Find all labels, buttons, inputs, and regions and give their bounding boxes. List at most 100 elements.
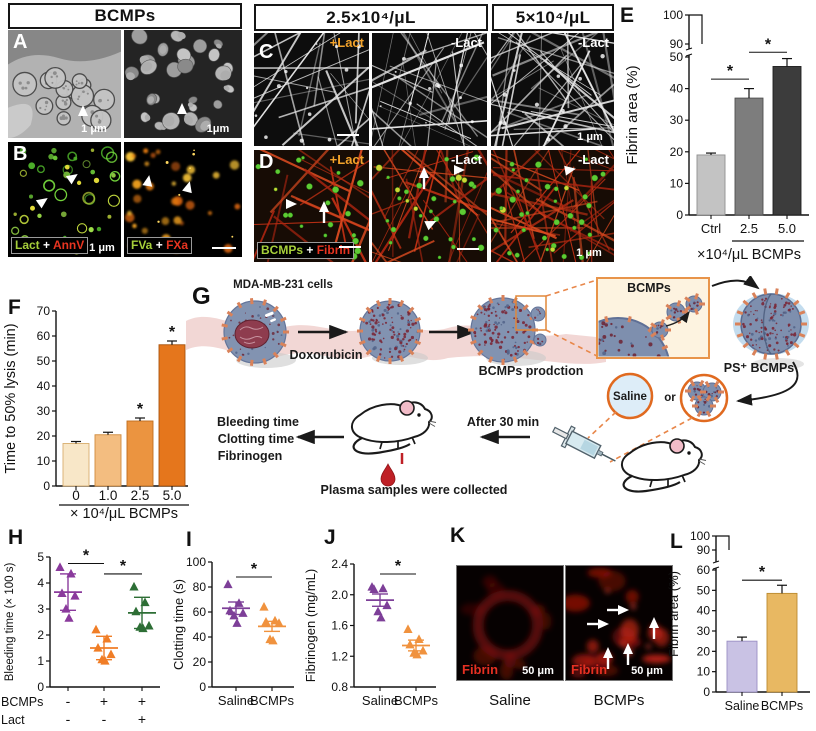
zoom-rect (515, 295, 547, 331)
annotation-arrowhead-icon (142, 175, 153, 187)
scalebar-a1: 1 μm (81, 123, 107, 135)
svg-text:0: 0 (43, 479, 50, 493)
panel-l-label: L (670, 530, 683, 553)
scalebar-b2 (212, 246, 236, 249)
svg-text:40: 40 (193, 630, 207, 644)
scalebar-c3: 1 μm (577, 131, 603, 143)
svg-text:30: 30 (670, 113, 684, 127)
lact-tag-d2: -Lact (450, 152, 482, 167)
svg-text:2.4: 2.4 (331, 557, 348, 571)
svg-text:2.5: 2.5 (740, 221, 758, 236)
svg-text:+: + (138, 693, 146, 709)
svg-text:1.2: 1.2 (331, 649, 348, 663)
lact-tag-d3: -Lact (577, 152, 609, 167)
svg-text:2.0: 2.0 (331, 588, 348, 602)
header-concentration-5: 5×10⁴/μL (515, 7, 591, 27)
annotation-arrowhead-icon (286, 199, 297, 209)
svg-text:2.5: 2.5 (131, 488, 150, 503)
mda-cell-illustration (221, 298, 289, 366)
panel-i-label: I (186, 528, 192, 551)
panel-d-image-2: -Lact (372, 150, 487, 262)
budding-arrow (665, 310, 690, 327)
svg-text:*: * (83, 548, 90, 565)
saline-vial: Saline (606, 372, 654, 420)
sem-micrograph (124, 30, 242, 138)
scalebar-d2 (457, 247, 479, 250)
annotation-arrowhead-icon (587, 619, 609, 629)
svg-text:0: 0 (676, 208, 683, 222)
bcmps-production-label: BCMPs prodction (479, 364, 584, 378)
panel-a-sem-image: 1μm (124, 30, 242, 138)
readout-bleeding-time: Bleeding time (217, 415, 299, 429)
annotation-arrowhead-icon (182, 181, 192, 194)
svg-text:80: 80 (193, 580, 207, 594)
ps-bcmps-label: PS⁺ BCMPs (724, 361, 795, 375)
stain-tag-fva-fxa: FVa + FXa (127, 237, 193, 254)
panel-d-label: D (259, 151, 274, 173)
svg-text:5.0: 5.0 (163, 488, 182, 503)
annotation-arrowhead-icon (78, 105, 88, 116)
panel-a-label: A (13, 31, 28, 53)
panel-c-image-3: -Lact 1 μm (491, 33, 614, 146)
svg-text:70: 70 (37, 304, 51, 318)
tem-micrograph (8, 30, 121, 138)
svg-text:*: * (137, 401, 144, 418)
svg-text:40: 40 (37, 379, 51, 393)
lact-tag-c1: +Lact (329, 35, 364, 50)
panel-a-tem-image: A 1 μm (8, 30, 121, 138)
panel-e-label: E (620, 4, 635, 27)
svg-text:0: 0 (199, 680, 206, 694)
scalebar-c1 (337, 133, 359, 136)
annotation-arrowhead-icon (177, 103, 187, 114)
zoom-dash-bottom (545, 329, 598, 357)
svg-text:0.8: 0.8 (331, 680, 348, 694)
fibrin-stain-bcmps (566, 566, 672, 680)
vial-dash-1 (587, 411, 617, 439)
svg-text:*: * (727, 63, 734, 80)
panel-c-header-25: 2.5×10⁴/μL (254, 4, 488, 31)
blood-drop-icon (380, 463, 396, 487)
svg-text:BCMPs: BCMPs (250, 693, 295, 708)
panel-b-label: B (13, 143, 28, 165)
scalebar-k1: 50 μm (522, 665, 554, 677)
doxorubicin-label: Doxorubicin (290, 348, 363, 362)
lact-tag-c3: -Lact (577, 35, 609, 50)
mouse-injected (620, 437, 708, 493)
svg-text:60: 60 (697, 563, 711, 577)
panel-b-fva-fxa-image: FVa + FXa (124, 142, 242, 257)
panel-f-label: F (8, 296, 21, 319)
panel-d-image-1: D +Lact BCMPs + Fibrin (254, 150, 369, 262)
syringe-icon (551, 425, 616, 462)
fibrin-network-sem (491, 33, 614, 146)
svg-text:-: - (66, 711, 71, 727)
annotation-arrowhead-icon (65, 173, 78, 185)
lact-tag-c2: -Lact (450, 35, 482, 50)
svg-text:20: 20 (697, 644, 711, 658)
panel-c-label: C (259, 41, 274, 63)
svg-text:30: 30 (697, 624, 711, 638)
svg-text:*: * (169, 324, 176, 341)
annotation-arrowhead-icon (35, 197, 48, 209)
svg-text:10: 10 (37, 454, 51, 468)
panel-c-image-1: C +Lact (254, 33, 369, 146)
plasma-label: Plasma samples were collected (321, 483, 508, 497)
svg-text:20: 20 (37, 429, 51, 443)
svg-text:0: 0 (703, 685, 710, 699)
svg-text:2: 2 (37, 628, 44, 642)
bcmps-fibrin-fluorescence (491, 150, 614, 262)
svg-text:4: 4 (37, 576, 44, 590)
svg-text:90: 90 (697, 543, 711, 557)
svg-text:50: 50 (37, 354, 51, 368)
scalebar-b1: 1 μm (89, 242, 115, 254)
svg-text:50: 50 (670, 50, 684, 64)
svg-text:Ctrl: Ctrl (701, 221, 721, 236)
annotation-arrowhead-icon (607, 605, 629, 615)
svg-text:1: 1 (37, 654, 44, 668)
svg-text:40: 40 (670, 82, 684, 96)
svg-text:3: 3 (37, 602, 44, 616)
panel-g-schematic: G MDA-MB-231 cells Doxorubicin (186, 276, 809, 497)
scalebar-k2: 50 μm (631, 665, 663, 677)
annotation-arrowhead-icon (603, 647, 613, 669)
